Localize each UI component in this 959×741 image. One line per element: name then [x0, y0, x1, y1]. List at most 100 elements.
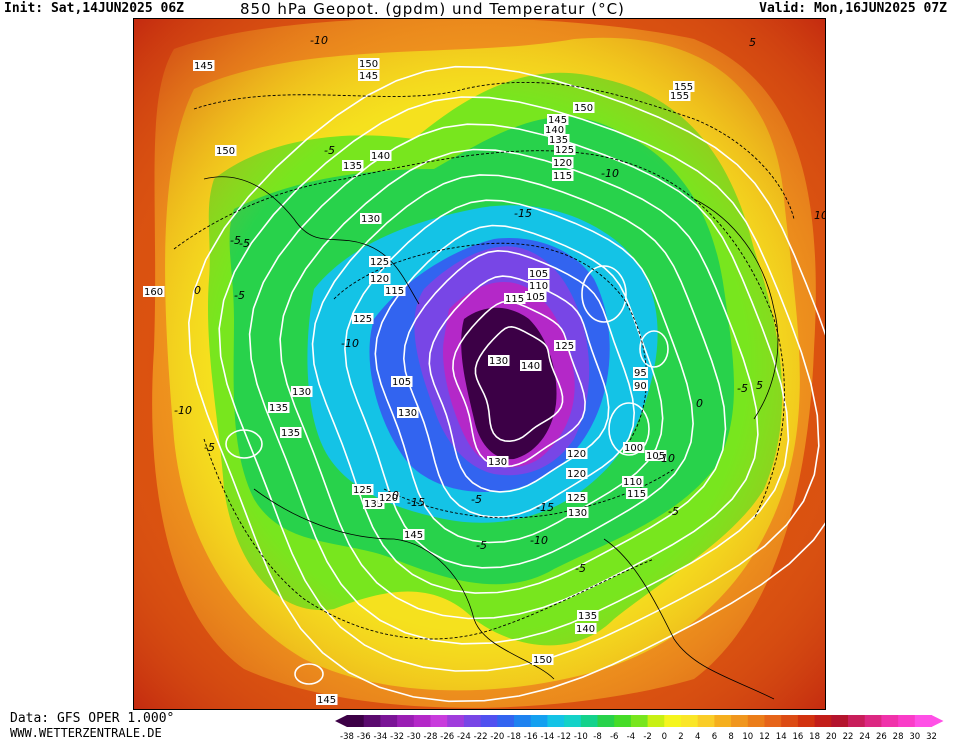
height-label: 120	[378, 492, 400, 504]
svg-text:130: 130	[568, 508, 587, 519]
legend-swatch	[898, 715, 916, 727]
legend-swatch	[447, 715, 465, 727]
isohypse-line	[311, 174, 727, 594]
svg-text:105: 105	[646, 451, 665, 462]
temperature-label: -10	[530, 534, 548, 547]
height-label: 125	[554, 144, 576, 156]
svg-text:145: 145	[359, 71, 378, 82]
temperature-label: -5	[324, 144, 335, 157]
svg-text:120: 120	[567, 449, 586, 460]
svg-text:125: 125	[555, 341, 574, 352]
coastline-layer	[203, 176, 779, 700]
height-label: 130	[487, 456, 509, 468]
svg-text:140: 140	[521, 361, 540, 372]
height-label: 115	[626, 488, 648, 500]
height-label: 115	[504, 293, 526, 305]
legend-swatch	[681, 715, 699, 727]
legend-swatch	[514, 715, 532, 727]
temperature-label: -15	[514, 207, 532, 220]
svg-text:90: 90	[634, 381, 647, 392]
legend-swatch	[797, 715, 816, 727]
height-label: 105	[528, 268, 550, 280]
isotherm-line	[383, 468, 675, 519]
isohypse-line	[187, 65, 825, 703]
svg-text:135: 135	[343, 161, 362, 172]
height-label: 135	[280, 427, 302, 439]
svg-text:135: 135	[269, 403, 288, 414]
svg-text:160: 160	[144, 287, 163, 298]
height-label: 145	[358, 70, 380, 82]
legend-swatch	[397, 715, 415, 727]
temperature-label-layer: -10-5-5-10-15-10-50 -5-10-15 -50-5 5-10-15-…	[174, 34, 825, 575]
coastline	[203, 176, 420, 305]
isohypse-cell	[639, 330, 669, 368]
height-label: 115	[552, 170, 574, 182]
svg-text:130: 130	[361, 214, 380, 225]
legend-tick-label: 22	[843, 732, 854, 741]
height-label: 130	[567, 507, 589, 519]
svg-text:115: 115	[385, 286, 404, 297]
height-label: 105	[391, 376, 413, 388]
legend-swatch	[580, 715, 598, 727]
temperature-label: -10	[174, 404, 192, 417]
svg-text:145: 145	[194, 61, 213, 72]
height-label: 150	[573, 102, 595, 114]
legend-arrow-left	[335, 715, 347, 727]
height-label: 140	[370, 150, 392, 162]
height-label: 125	[352, 313, 374, 325]
height-label: 130	[397, 407, 419, 419]
height-label: 145	[193, 60, 215, 72]
height-label: 160	[143, 286, 165, 298]
height-label: 100	[623, 442, 645, 454]
svg-text:145: 145	[317, 695, 336, 706]
svg-text:150: 150	[533, 655, 552, 666]
height-label: 130	[488, 355, 510, 367]
svg-text:130: 130	[489, 356, 508, 367]
temperature-label: -5	[239, 237, 250, 250]
isohypse-line	[474, 325, 564, 443]
svg-text:150: 150	[574, 103, 593, 114]
svg-text:120: 120	[370, 274, 389, 285]
legend-tick-label: -20	[490, 732, 504, 741]
height-label: 140	[544, 124, 566, 136]
height-label: 145	[403, 529, 425, 541]
coastline	[253, 488, 555, 680]
svg-text:130: 130	[398, 408, 417, 419]
height-label: 90	[633, 380, 648, 392]
website-label: WWW.WETTERZENTRALE.DE	[10, 726, 162, 740]
legend-swatch	[647, 715, 665, 727]
isohypse-line	[344, 199, 694, 569]
legend-swatch	[814, 715, 832, 727]
isohypse-layer	[187, 65, 825, 703]
weather-map-canvas: 145 1501451501501551401351301451401351251…	[134, 19, 825, 709]
legend-tick-label: -12	[557, 732, 571, 741]
temperature-label: -5	[234, 289, 245, 302]
height-label: 135	[342, 160, 364, 172]
isotherm-line	[173, 150, 785, 520]
height-label: 130	[291, 386, 313, 398]
temperature-label: -10	[657, 452, 675, 465]
legend-swatch	[697, 715, 715, 727]
svg-text:105: 105	[526, 292, 545, 303]
legend-tick-label: -14	[540, 732, 554, 741]
legend-tick-label: 28	[893, 732, 904, 741]
legend-swatch	[380, 715, 398, 727]
legend-swatch	[614, 715, 632, 727]
legend-tick-label: -18	[507, 732, 521, 741]
svg-text:155: 155	[670, 91, 689, 102]
isohypse-line	[428, 275, 610, 493]
isohypse-cell	[608, 402, 650, 456]
svg-text:135: 135	[281, 428, 300, 439]
legend-tick-label: -38	[340, 732, 354, 741]
svg-text:130: 130	[292, 387, 311, 398]
svg-text:140: 140	[576, 624, 595, 635]
legend-swatch	[848, 715, 866, 727]
height-label: 155	[673, 81, 695, 93]
svg-text:125: 125	[353, 314, 372, 325]
legend-swatch	[530, 715, 548, 727]
svg-text:115: 115	[627, 489, 646, 500]
temperature-label: -5	[471, 493, 482, 506]
legend-tick-label: 8	[728, 732, 733, 741]
legend-swatch	[864, 715, 882, 727]
legend-tick-label: -22	[474, 732, 488, 741]
